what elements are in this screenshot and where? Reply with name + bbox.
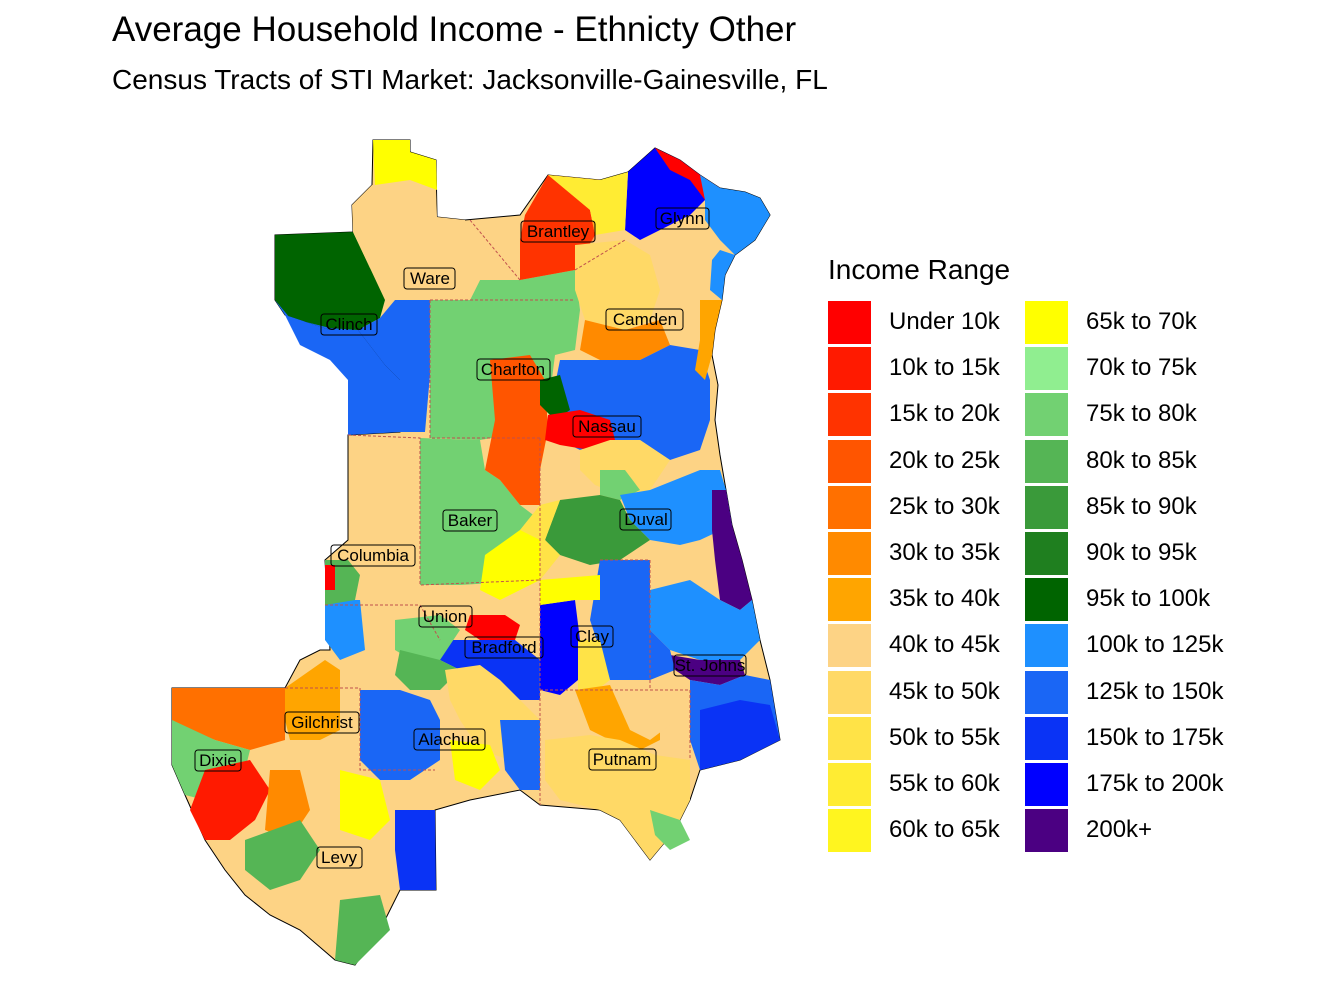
legend-label: 10k to 15k bbox=[889, 354, 1000, 382]
legend-label: 65k to 70k bbox=[1086, 308, 1197, 335]
legend-swatch bbox=[828, 301, 871, 344]
legend-swatch bbox=[1025, 532, 1068, 575]
svg-text:Union: Union bbox=[423, 607, 467, 626]
county-label-camden: Camden bbox=[605, 308, 684, 331]
choropleth-map: Brantley Glynn Ware Camden Clinch Charlt… bbox=[171, 139, 781, 966]
county-label-union: Union bbox=[418, 605, 473, 628]
legend-label: 15k to 20k bbox=[889, 400, 1000, 428]
legend-label: Under 10k bbox=[889, 308, 1000, 335]
county-label-bradford: Bradford bbox=[464, 636, 544, 659]
legend-swatch bbox=[828, 809, 871, 853]
legend-label: 200k+ bbox=[1086, 816, 1153, 844]
svg-text:Levy: Levy bbox=[321, 848, 357, 867]
svg-text:Clay: Clay bbox=[575, 627, 610, 646]
map-subtitle: Census Tracts of STI Market: Jacksonvill… bbox=[112, 64, 828, 95]
county-label-duval: Duval bbox=[619, 508, 672, 531]
county-label-baker: Baker bbox=[442, 509, 498, 532]
legend-label: 150k to 175k bbox=[1086, 723, 1224, 751]
legend-swatch bbox=[1025, 439, 1068, 483]
svg-text:Ware: Ware bbox=[410, 269, 450, 288]
legend-swatch bbox=[1025, 578, 1068, 622]
legend-label: 55k to 60k bbox=[889, 770, 1000, 797]
legend-title: Income Range bbox=[828, 254, 1011, 285]
legend-label: 90k to 95k bbox=[1086, 539, 1197, 566]
county-label-ware: Ware bbox=[403, 267, 456, 290]
svg-text:Nassau: Nassau bbox=[578, 417, 636, 436]
county-label-alachua: Alachua bbox=[413, 728, 486, 751]
county-label-dixie: Dixie bbox=[194, 749, 242, 772]
legend-swatch bbox=[1025, 763, 1068, 806]
legend-label: 85k to 90k bbox=[1086, 492, 1197, 520]
svg-text:Putnam: Putnam bbox=[593, 750, 652, 769]
legend-label: 45k to 50k bbox=[889, 677, 1000, 705]
county-label-brantley: Brantley bbox=[520, 220, 596, 243]
svg-text:Bradford: Bradford bbox=[471, 638, 536, 657]
svg-text:Baker: Baker bbox=[448, 511, 493, 530]
legend-swatch bbox=[1025, 301, 1068, 344]
county-boundaries bbox=[285, 219, 691, 805]
legend-label: 100k to 125k bbox=[1086, 631, 1224, 659]
legend-swatch bbox=[828, 670, 871, 714]
legend-label: 40k to 45k bbox=[889, 631, 1000, 659]
county-label-levy: Levy bbox=[316, 846, 363, 869]
legend-swatch bbox=[828, 393, 871, 437]
county-label-nassau: Nassau bbox=[572, 415, 642, 438]
legend-label: 75k to 80k bbox=[1086, 400, 1197, 428]
svg-text:Dixie: Dixie bbox=[199, 751, 237, 770]
legend-swatch bbox=[828, 578, 871, 622]
svg-text:Camden: Camden bbox=[613, 310, 677, 329]
legend-label: 60k to 65k bbox=[889, 816, 1000, 844]
legend-label: 25k to 30k bbox=[889, 492, 1000, 520]
county-label-clinch: Clinch bbox=[320, 313, 378, 336]
svg-text:Duval: Duval bbox=[624, 510, 667, 529]
county-label-glynn: Glynn bbox=[655, 207, 710, 230]
tract-regions bbox=[172, 140, 780, 965]
legend-label: 125k to 150k bbox=[1086, 677, 1224, 705]
legend-label: 70k to 75k bbox=[1086, 354, 1197, 382]
legend-swatch bbox=[1025, 485, 1068, 529]
legend-swatch bbox=[828, 532, 871, 575]
map-title: Average Household Income - Ethnicty Othe… bbox=[112, 10, 797, 49]
svg-text:Glynn: Glynn bbox=[660, 209, 704, 228]
county-label-columbia: Columbia bbox=[330, 544, 416, 567]
county-label-putnam: Putnam bbox=[588, 748, 657, 771]
county-label-gilchrist: Gilchrist bbox=[284, 711, 360, 734]
svg-text:Alachua: Alachua bbox=[418, 730, 480, 749]
legend-swatch bbox=[828, 439, 871, 483]
legend-label: 50k to 55k bbox=[889, 723, 1000, 751]
legend-swatch bbox=[828, 763, 871, 806]
legend-swatch bbox=[1025, 716, 1068, 760]
legend-swatch bbox=[1025, 670, 1068, 714]
svg-text:Charlton: Charlton bbox=[481, 360, 545, 379]
county-label-st-johns: St. Johns bbox=[673, 654, 747, 677]
legend-swatch bbox=[828, 347, 871, 391]
legend-swatch bbox=[1025, 809, 1068, 853]
legend-label: 95k to 100k bbox=[1086, 585, 1211, 613]
svg-text:Brantley: Brantley bbox=[527, 222, 590, 241]
legend-swatch bbox=[1025, 347, 1068, 391]
legend-label: 80k to 85k bbox=[1086, 446, 1197, 474]
county-label-charlton: Charlton bbox=[476, 358, 551, 381]
legend-label: 20k to 25k bbox=[889, 446, 1000, 474]
legend-swatch bbox=[1025, 393, 1068, 437]
county-label-clay: Clay bbox=[570, 625, 614, 648]
legend-label: 30k to 35k bbox=[889, 539, 1000, 566]
county-labels: Brantley Glynn Ware Camden Clinch Charlt… bbox=[194, 207, 747, 869]
svg-text:Gilchrist: Gilchrist bbox=[291, 713, 353, 732]
legend-label: 175k to 200k bbox=[1086, 770, 1224, 797]
legend-swatch bbox=[828, 624, 871, 668]
svg-text:Columbia: Columbia bbox=[337, 546, 409, 565]
legend-swatch bbox=[828, 716, 871, 760]
legend-swatch bbox=[828, 485, 871, 529]
svg-text:St. Johns: St. Johns bbox=[675, 656, 746, 675]
legend-label: 35k to 40k bbox=[889, 585, 1000, 613]
legend-swatch bbox=[1025, 624, 1068, 668]
svg-text:Clinch: Clinch bbox=[325, 315, 372, 334]
